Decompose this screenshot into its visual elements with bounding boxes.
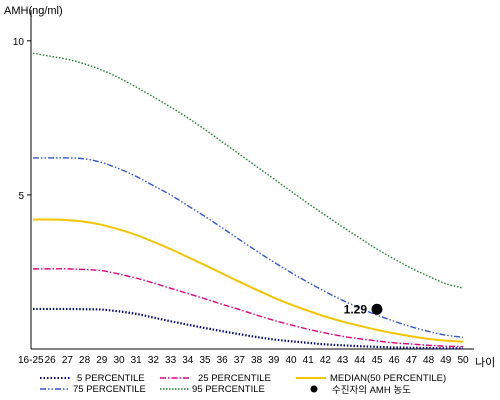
x-tick-label-38: 38 bbox=[251, 355, 263, 366]
x-tick-label-41: 41 bbox=[303, 355, 315, 366]
series-line-median-50-percentile bbox=[32, 218, 464, 343]
y-tick-label-5: 5 bbox=[18, 191, 24, 202]
x-tick-label-30: 30 bbox=[113, 355, 125, 366]
patient-amh-point bbox=[371, 303, 383, 315]
series-line-25-percentile bbox=[33, 268, 464, 348]
x-axis-label: 나이 bbox=[475, 356, 495, 369]
x-tick-label-34: 34 bbox=[182, 355, 194, 366]
patient-amh-label: 1.29 bbox=[344, 303, 368, 317]
x-tick-label-28: 28 bbox=[79, 355, 91, 366]
series-line-75-percentile bbox=[32, 157, 464, 338]
x-tick-label-36: 36 bbox=[217, 355, 229, 366]
x-tick-label-50: 50 bbox=[457, 355, 469, 366]
x-tick-label-40: 40 bbox=[285, 355, 297, 366]
x-tick-label-48: 48 bbox=[423, 355, 435, 366]
x-tick-label-44: 44 bbox=[354, 355, 366, 366]
x-tick-label-43: 43 bbox=[337, 355, 349, 366]
x-tick-label-26: 26 bbox=[45, 355, 57, 366]
legend-label-75-percentile: 75 PERCENTILE bbox=[73, 384, 146, 395]
x-tick-label-49: 49 bbox=[440, 355, 452, 366]
legend-label-5-percentile: 5 PERCENTILE bbox=[77, 373, 145, 384]
x-tick-label-37: 37 bbox=[234, 355, 246, 366]
y-axis-label: AMH(ng/ml) bbox=[4, 5, 63, 17]
x-tick-label-35: 35 bbox=[199, 355, 211, 366]
x-tick-label-33: 33 bbox=[165, 355, 177, 366]
x-tick-label-46: 46 bbox=[389, 355, 401, 366]
series-line-95-percentile bbox=[32, 52, 464, 289]
x-tick-label-39: 39 bbox=[268, 355, 280, 366]
legend-label-25-percentile: 25 PERCENTILE bbox=[198, 373, 271, 384]
x-tick-label-47: 47 bbox=[406, 355, 418, 366]
x-tick-label-42: 42 bbox=[320, 355, 332, 366]
legend-label-95-percentile: 95 PERCENTILE bbox=[192, 384, 265, 395]
x-tick-label-45: 45 bbox=[371, 355, 383, 366]
x-tick-label-16-25: 16-25 bbox=[18, 355, 44, 366]
x-tick-label-27: 27 bbox=[62, 355, 74, 366]
legend-label-median: MEDIAN(50 PERCENTILE) bbox=[330, 373, 446, 384]
legend-label-patient: 수진자의 AMH 농도 bbox=[332, 385, 411, 396]
legend-marker-patient bbox=[310, 385, 318, 393]
y-tick-label-10: 10 bbox=[13, 37, 25, 48]
series-line-5-percentile bbox=[33, 307, 464, 350]
x-tick-label-29: 29 bbox=[96, 355, 108, 366]
x-tick-label-31: 31 bbox=[131, 355, 143, 366]
legend: 5 PERCENTILE 75 PERCENTILE 25 PERCENTILE… bbox=[40, 373, 446, 396]
x-tick-label-32: 32 bbox=[148, 355, 160, 366]
